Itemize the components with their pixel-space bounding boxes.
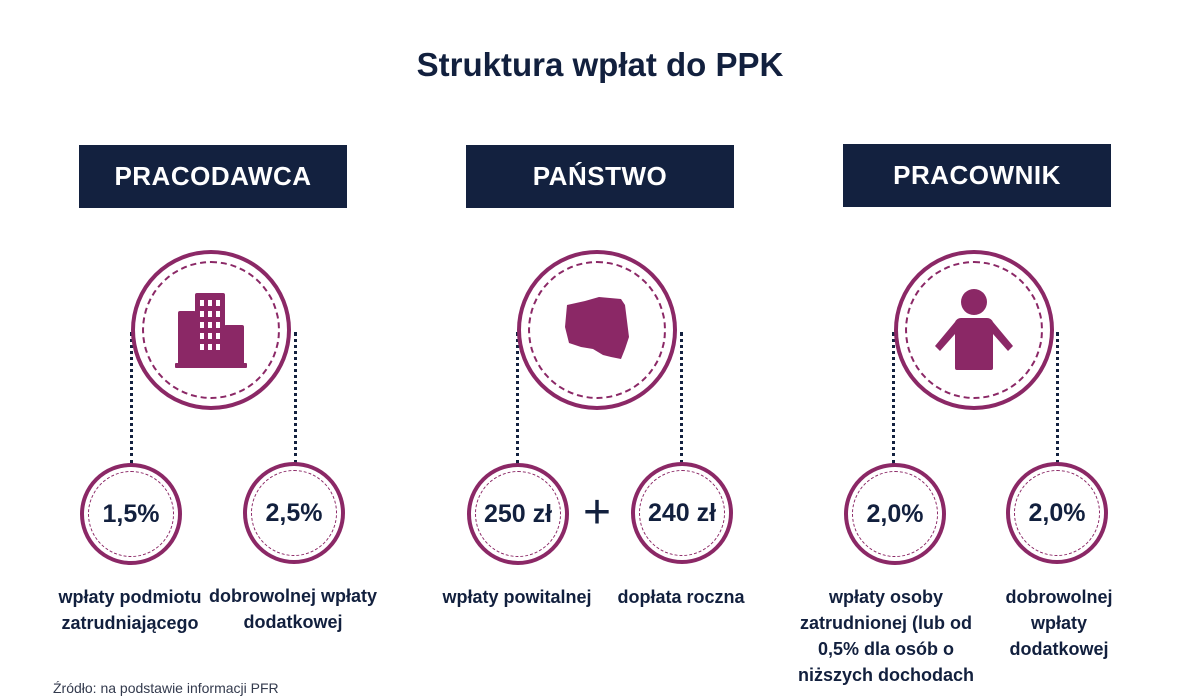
item-label: wpłaty powitalnej [442, 587, 592, 607]
value-text: 250 zł [475, 471, 561, 557]
value-text: 2,0% [1014, 470, 1100, 556]
item-label: dobrowolnej wpłaty dodatkowej [208, 586, 377, 632]
connector-line [516, 332, 519, 464]
item-label: dobrowolnej wpłaty dodatkowej [1005, 587, 1113, 659]
connector-line [294, 332, 297, 464]
value-text: 1,5% [88, 471, 174, 557]
header-pracownik: PRACOWNIK [843, 144, 1111, 207]
value-circle: 1,5% [80, 463, 182, 565]
connector-line [130, 332, 133, 464]
item-label: wpłaty osoby zatrudnionej (lub od 0,5% d… [797, 587, 975, 685]
value-circle: 2,0% [1006, 462, 1108, 564]
state-circle [517, 250, 677, 410]
header-panstwo: PAŃSTWO [466, 145, 734, 208]
connector-line [1056, 332, 1059, 464]
connector-line [680, 332, 683, 464]
value-text: 2,5% [251, 470, 337, 556]
plus-sign: + [583, 486, 612, 539]
building-icon [175, 293, 247, 368]
employee-circle [894, 250, 1054, 410]
person-icon [935, 289, 1013, 370]
connector-line [892, 332, 895, 464]
value-circle: 240 zł [631, 462, 733, 564]
value-text: 2,0% [852, 471, 938, 557]
source-note: Źródło: na podstawie informacji PFR [53, 680, 279, 696]
value-circle: 2,0% [844, 463, 946, 565]
value-circle: 250 zł [467, 463, 569, 565]
header-pracodawca: PRACODAWCA [79, 145, 347, 208]
employer-circle [131, 250, 291, 410]
value-circle: 2,5% [243, 462, 345, 564]
value-text: 240 zł [639, 470, 725, 556]
item-label: dopłata roczna [617, 587, 745, 607]
page-title: Struktura wpłat do PPK [416, 46, 784, 83]
poland-map-icon [565, 297, 629, 359]
item-label: wpłaty podmiotu zatrudniającego [58, 587, 202, 633]
